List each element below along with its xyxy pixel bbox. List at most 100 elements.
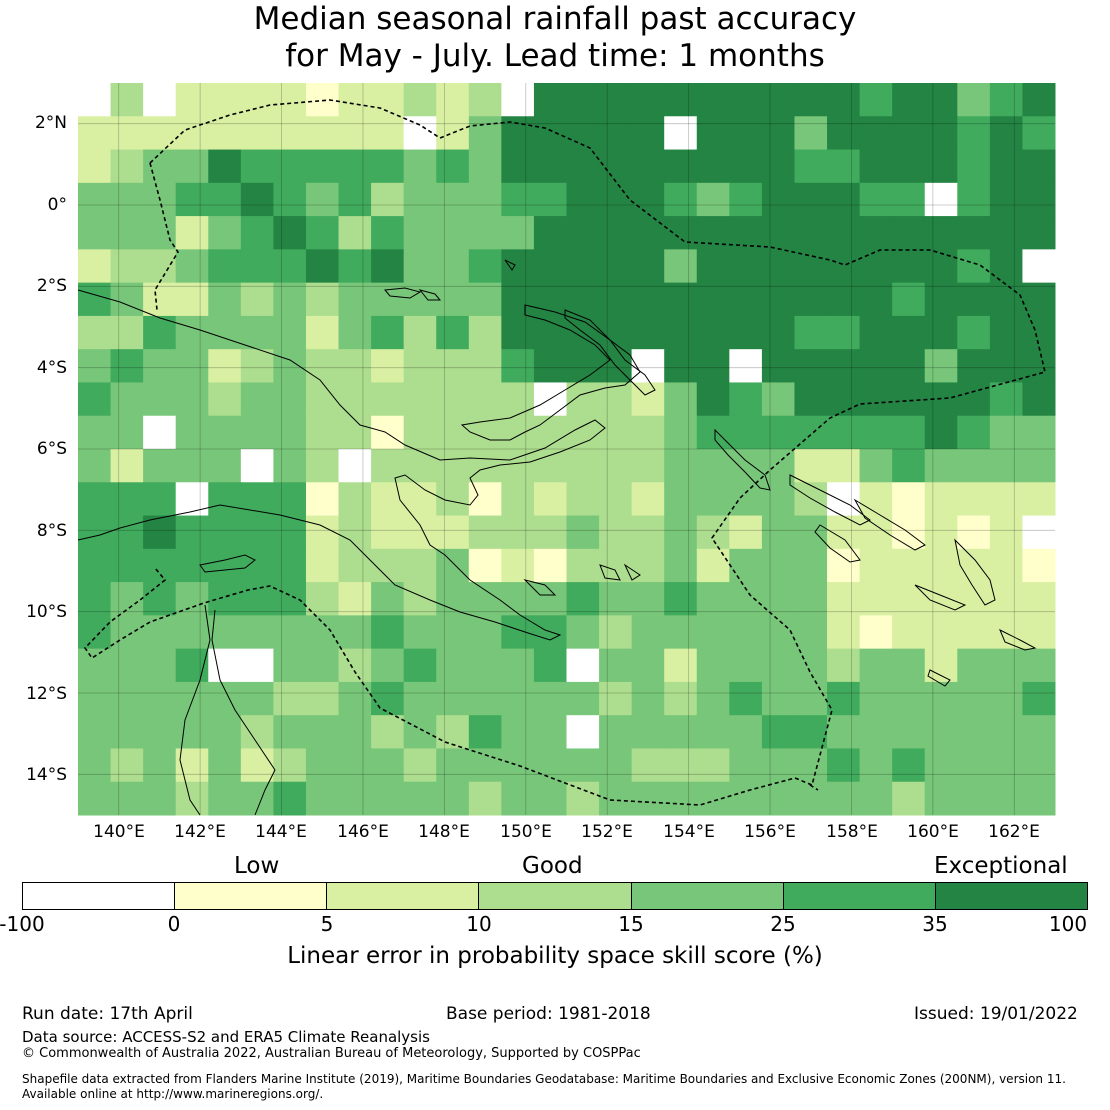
skill-cell (403, 116, 437, 151)
skill-cell (468, 149, 502, 184)
skill-cell (78, 249, 112, 284)
skill-cell (175, 482, 209, 517)
skill-cell (957, 315, 991, 350)
skill-cell (501, 83, 535, 117)
skill-cell (501, 781, 535, 816)
skill-cell (827, 648, 861, 683)
colorbar-category-low: Low (234, 853, 280, 879)
skill-cell (533, 382, 567, 417)
skill-cell (110, 748, 144, 783)
skill-cell (175, 515, 209, 550)
skill-cell (664, 781, 698, 816)
skill-cell (729, 182, 763, 217)
skill-cell (599, 582, 633, 616)
skill-cell (143, 548, 177, 583)
skill-cell (566, 681, 600, 716)
shapefile-credit-line-1: Shapefile data extracted from Flanders M… (22, 1072, 1066, 1086)
skill-cell (989, 116, 1023, 151)
skill-cell (599, 382, 633, 417)
skill-cell (957, 382, 991, 417)
skill-cell (989, 282, 1023, 317)
skill-cell (859, 515, 893, 550)
skill-cell (957, 449, 991, 483)
skill-cell (78, 582, 112, 616)
skill-cell (273, 449, 307, 483)
skill-cell (729, 582, 763, 616)
skill-cell (175, 382, 209, 417)
skill-cell (1022, 182, 1056, 217)
skill-cell (924, 548, 958, 583)
skill-cell (143, 748, 177, 783)
skill-cell (273, 615, 307, 650)
lon-label: 156°E (744, 822, 796, 842)
skill-cell (696, 182, 730, 217)
skill-cell (696, 149, 730, 184)
skill-cell (599, 282, 633, 317)
skill-cell (729, 781, 763, 816)
skill-cell (599, 615, 633, 650)
skill-cell (696, 748, 730, 783)
skill-cell (78, 482, 112, 517)
skill-cell (240, 182, 274, 217)
skill-cell (924, 315, 958, 350)
skill-cell (631, 216, 665, 250)
skill-cell (273, 548, 307, 583)
skill-cell (957, 548, 991, 583)
skill-cell (696, 282, 730, 317)
milne-bay-islands-coast (523, 563, 641, 596)
skill-cell (729, 382, 763, 417)
skill-cell (240, 681, 274, 716)
colorbar-tick: 35 (922, 912, 948, 936)
skill-cell (110, 83, 144, 117)
skill-cell (403, 615, 437, 650)
skill-cell (208, 382, 242, 417)
skill-cell (305, 282, 340, 317)
skill-cell (208, 182, 242, 217)
skill-cell (794, 681, 828, 716)
skill-cell (924, 449, 958, 483)
skill-cell (305, 482, 340, 517)
skill-cell (436, 282, 470, 317)
skill-cell (696, 349, 730, 383)
skill-cell (78, 415, 112, 450)
skill-cell (1022, 748, 1056, 783)
skill-cell (859, 781, 893, 816)
colorbar-tick: 10 (466, 912, 492, 936)
skill-cell (631, 182, 665, 217)
lon-label: 140°E (93, 822, 145, 842)
skill-cell (761, 182, 795, 217)
skill-cell (338, 482, 372, 517)
skill-cell (631, 249, 665, 284)
skill-cell (110, 582, 144, 616)
skill-cell (599, 515, 633, 550)
skill-cell (501, 382, 535, 417)
skill-cell (371, 681, 405, 716)
skill-cell (273, 282, 307, 317)
skill-cell (208, 282, 242, 317)
skill-cell (827, 282, 861, 317)
skill-cell (208, 249, 242, 284)
skill-cell (957, 116, 991, 151)
skill-cell (631, 382, 665, 417)
skill-cell (208, 648, 242, 683)
skill-cell (273, 249, 307, 284)
skill-cell (664, 315, 698, 350)
skill-cell (240, 748, 274, 783)
skill-cell (827, 582, 861, 616)
lat-label: 4°S (36, 358, 67, 378)
skill-cell (924, 482, 958, 517)
skill-cell (143, 681, 177, 716)
skill-cell (566, 349, 600, 383)
skill-cell (110, 449, 144, 483)
skill-cell (403, 83, 437, 117)
skill-cell (533, 681, 567, 716)
skill-cell (664, 748, 698, 783)
skill-cell (892, 582, 926, 616)
skill-cell (208, 149, 242, 184)
skill-cell (664, 149, 698, 184)
skill-cell (729, 449, 763, 483)
skill-cell (989, 216, 1023, 250)
lon-label: 142°E (174, 822, 226, 842)
skill-cell (78, 349, 112, 383)
skill-cell (436, 548, 470, 583)
